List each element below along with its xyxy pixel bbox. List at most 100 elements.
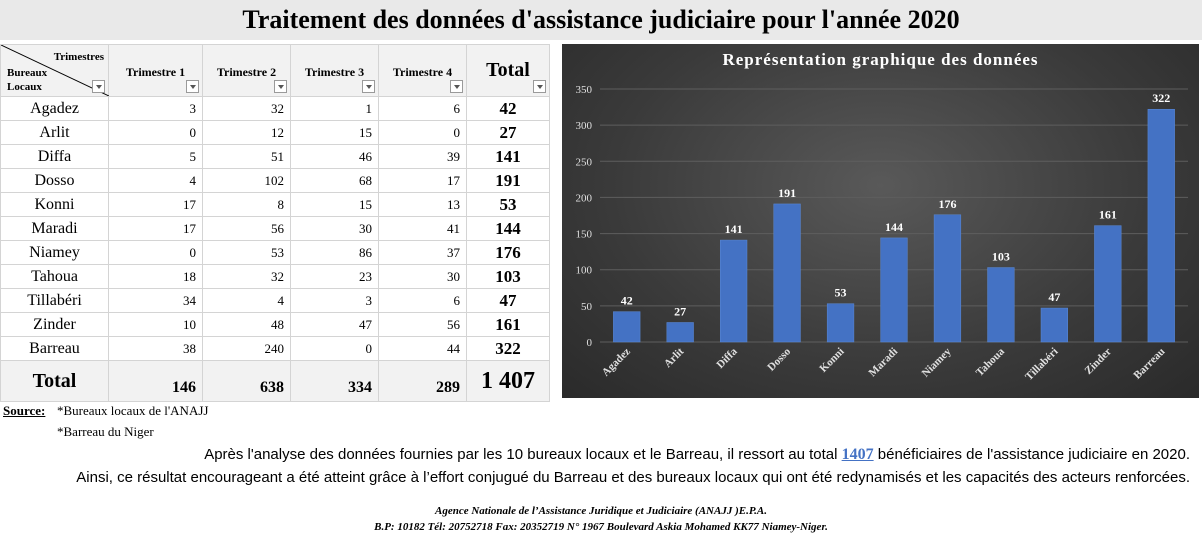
data-label: 47	[1048, 290, 1060, 304]
quarter-value-cell: 23	[290, 264, 379, 289]
summary-total-highlight: 1407	[841, 446, 874, 463]
office-name-cell: Dosso	[0, 168, 109, 193]
bar-diffa	[720, 239, 748, 343]
bar-agadez	[613, 311, 641, 343]
summary-paragraph-2: Ainsi, ce résultat encourageant a été at…	[76, 469, 1190, 486]
quarter-value-cell: 13	[378, 192, 467, 217]
filter-dropdown-button[interactable]	[362, 80, 375, 93]
data-label: 322	[1152, 91, 1170, 105]
office-name-cell: Tillabéri	[0, 288, 109, 313]
quarter-value-cell: 30	[378, 264, 467, 289]
quarter-value-cell: 6	[378, 96, 467, 121]
column-header-label: Trimestre 2	[216, 65, 277, 79]
quarter-value-cell: 15	[290, 192, 379, 217]
table-row: Niamey 0 53 86 37 176	[0, 240, 550, 265]
office-name-cell: Niamey	[0, 240, 109, 265]
quarter-value-cell: 39	[378, 144, 467, 169]
bar-niamey	[933, 214, 962, 343]
table-row: Arlit 0 12 15 0 27	[0, 120, 550, 145]
filter-dropdown-button[interactable]	[92, 80, 105, 93]
quarter-value-cell: 37	[378, 240, 467, 265]
total-row-label: Total	[0, 360, 109, 402]
quarter-value-cell: 17	[108, 216, 203, 241]
bar-tahoua	[987, 267, 1015, 343]
bar-chart: Représentation graphique des données 0 50…	[562, 44, 1199, 398]
column-header-total: Total	[466, 44, 550, 97]
quarter-value-cell: 56	[202, 216, 291, 241]
y-tick-label: 100	[576, 265, 593, 277]
quarter-value-cell: 102	[202, 168, 291, 193]
bar-barreau	[1147, 108, 1175, 343]
row-total-cell: 53	[466, 192, 550, 217]
corner-label-locaux: Locaux	[7, 81, 42, 93]
filter-dropdown-button[interactable]	[533, 80, 546, 93]
column-header-label: Trimestre 3	[304, 65, 365, 79]
row-total-cell: 42	[466, 96, 550, 121]
column-header-trimestre-3: Trimestre 3	[290, 44, 379, 97]
column-header-trimestre-2: Trimestre 2	[202, 44, 291, 97]
row-total-cell: 144	[466, 216, 550, 241]
quarter-value-cell: 0	[290, 336, 379, 361]
footer-agency: Agence Nationale de l’Assistance Juridiq…	[435, 505, 767, 517]
quarter-value-cell: 240	[202, 336, 291, 361]
quarter-value-cell: 56	[378, 312, 467, 337]
title-bar: Traitement des données d'assistance judi…	[0, 0, 1202, 40]
quarter-value-cell: 38	[108, 336, 203, 361]
source-label: Source:	[3, 403, 45, 419]
quarter-value-cell: 8	[202, 192, 291, 217]
quarter-value-cell: 47	[290, 312, 379, 337]
table-row: Konni 17 8 15 13 53	[0, 192, 550, 217]
office-name-cell: Agadez	[0, 96, 109, 121]
quarter-value-cell: 4	[108, 168, 203, 193]
quarter-value-cell: 34	[108, 288, 203, 313]
corner-label-bureaux: Bureaux	[7, 67, 48, 79]
table-row: Tahoua 18 32 23 30 103	[0, 264, 550, 289]
x-tick-label: Dosso	[765, 345, 793, 373]
column-header-label: Trimestre 4	[392, 65, 453, 79]
x-tick-label: Agadez	[600, 346, 633, 379]
quarter-value-cell: 3	[290, 288, 379, 313]
quarter-value-cell: 68	[290, 168, 379, 193]
page-title: Traitement des données d'assistance judi…	[242, 5, 960, 34]
y-tick-label: 200	[576, 192, 593, 204]
footer-address: B.P: 10182 Tél: 20752718 Fax: 20352719 N…	[374, 521, 828, 533]
y-tick-label: 250	[576, 156, 593, 168]
column-header-label: Total	[486, 59, 530, 81]
quarter-value-cell: 17	[108, 192, 203, 217]
quarter-value-cell: 48	[202, 312, 291, 337]
filter-dropdown-button[interactable]	[274, 80, 287, 93]
quarter-value-cell: 5	[108, 144, 203, 169]
grand-total-cell: 1 407	[466, 360, 550, 402]
chart-plot: 0 50 100 150 200 250 300 350 42 Agadez 27 Arlit 141 D…	[576, 84, 1188, 383]
filter-dropdown-button[interactable]	[450, 80, 463, 93]
y-tick-label: 150	[576, 229, 593, 241]
row-total-cell: 161	[466, 312, 550, 337]
corner-header: Trimestres Bureaux Locaux	[0, 44, 109, 97]
y-tick-label: 300	[576, 120, 593, 132]
quarter-value-cell: 18	[108, 264, 203, 289]
row-total-cell: 322	[466, 336, 550, 361]
quarter-value-cell: 0	[378, 120, 467, 145]
data-label: 103	[992, 250, 1010, 264]
x-tick-label: Tillabéri	[1023, 346, 1060, 383]
quarter-value-cell: 3	[108, 96, 203, 121]
filter-dropdown-button[interactable]	[186, 80, 199, 93]
quarter-value-cell: 44	[378, 336, 467, 361]
bar-arlit	[666, 322, 694, 343]
quarter-value-cell: 15	[290, 120, 379, 145]
data-label: 42	[621, 294, 633, 308]
row-total-cell: 176	[466, 240, 550, 265]
data-label: 191	[778, 186, 796, 200]
table-row: Tillabéri 34 4 3 6 47	[0, 288, 550, 313]
summary-text-before: Après l'analyse des données fournies par…	[204, 446, 838, 463]
data-label: 53	[835, 286, 847, 300]
x-tick-label: Diffa	[714, 345, 740, 371]
office-name-cell: Zinder	[0, 312, 109, 337]
quarter-value-cell: 17	[378, 168, 467, 193]
y-tick-label: 50	[581, 301, 593, 313]
quarter-value-cell: 32	[202, 264, 291, 289]
quarter-value-cell: 4	[202, 288, 291, 313]
quarter-value-cell: 53	[202, 240, 291, 265]
corner-diagonal	[1, 45, 109, 96]
source-label-text: Source:	[3, 403, 46, 418]
